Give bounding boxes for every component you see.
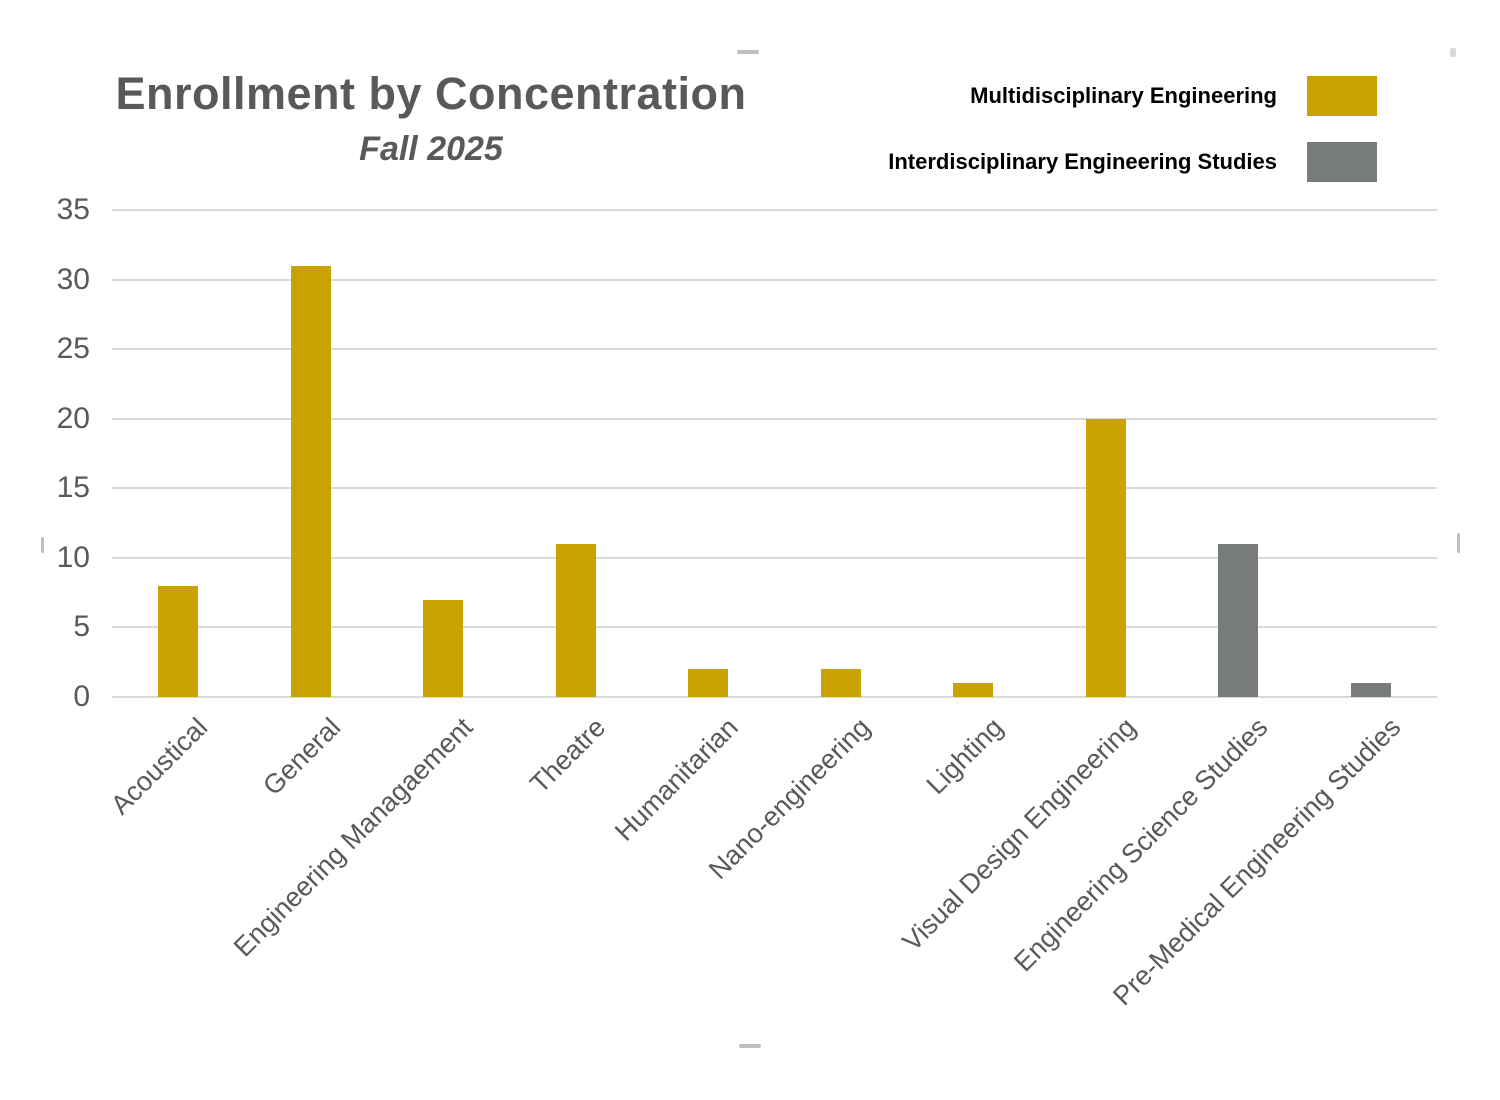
selection-handle-right-middle	[1457, 533, 1460, 553]
gridline-y-15	[112, 487, 1437, 490]
legend-swatch-multidisciplinary	[1307, 76, 1377, 116]
xtick-label-engineering-science-studies: Engineering Science Studies	[1008, 712, 1274, 978]
ytick-label-25: 25	[56, 332, 90, 366]
ytick-label-0: 0	[73, 680, 90, 713]
xtick-label-pre-medical-engineering-studies: Pre-Medical Engineering Studies	[1106, 712, 1406, 1012]
chart-legend: Multidisciplinary Engineering Interdisci…	[888, 76, 1377, 182]
bar-humanitarian[interactable]	[688, 669, 729, 697]
ytick-label-15: 15	[56, 471, 90, 505]
gridline-y-0	[112, 696, 1437, 698]
xtick-label-visual-design-engineering: Visual Design Engineering	[896, 712, 1141, 957]
gridline-y-35	[112, 209, 1437, 211]
legend-label-multidisciplinary: Multidisciplinary Engineering	[970, 83, 1277, 108]
bar-general[interactable]	[290, 265, 331, 697]
selection-handle-bottom-center	[739, 1044, 761, 1048]
xtick-label-theatre: Theatre	[523, 712, 611, 800]
legend-label-interdisciplinary: Interdisciplinary Engineering Studies	[888, 149, 1277, 174]
gridline-y-30	[112, 278, 1437, 281]
bar-lighting[interactable]	[953, 683, 994, 697]
bar-acoustical[interactable]	[158, 585, 199, 697]
legend-swatch-interdisciplinary	[1307, 142, 1377, 182]
bar-visual-design-engineering[interactable]	[1085, 418, 1126, 697]
gridline-y-25	[112, 348, 1437, 351]
gridline-y-10	[112, 556, 1437, 559]
bar-nano-engineering[interactable]	[820, 669, 861, 697]
ytick-label-10: 10	[56, 540, 90, 574]
selection-handle-top-right	[1450, 48, 1456, 57]
xtick-label-lighting: Lighting	[920, 712, 1009, 801]
bar-theatre[interactable]	[555, 543, 596, 697]
bar-pre-medical-engineering-studies[interactable]	[1350, 683, 1391, 697]
xtick-label-acoustical: Acoustical	[105, 712, 214, 821]
ytick-label-20: 20	[56, 401, 90, 435]
chart-title: Enrollment by Concentration	[115, 68, 747, 119]
ytick-label-35: 35	[56, 193, 90, 226]
selection-handle-top-center	[737, 50, 759, 54]
xtick-label-humanitarian: Humanitarian	[608, 712, 744, 847]
chart-subtitle: Fall 2025	[359, 130, 503, 168]
ytick-label-30: 30	[56, 262, 90, 296]
gridline-y-5	[112, 626, 1437, 629]
selection-handle-left-middle	[41, 537, 44, 553]
bar-engineering-managaement[interactable]	[423, 599, 464, 697]
legend-item-multidisciplinary[interactable]: Multidisciplinary Engineering	[888, 76, 1377, 116]
gridline-y-20	[112, 417, 1437, 420]
legend-item-interdisciplinary[interactable]: Interdisciplinary Engineering Studies	[888, 142, 1377, 182]
xtick-label-engineering-managaement: Engineering Managaement	[227, 712, 479, 963]
ytick-label-5: 5	[73, 610, 90, 644]
bar-engineering-science-studies[interactable]	[1218, 543, 1259, 697]
xtick-label-general: General	[256, 712, 346, 802]
